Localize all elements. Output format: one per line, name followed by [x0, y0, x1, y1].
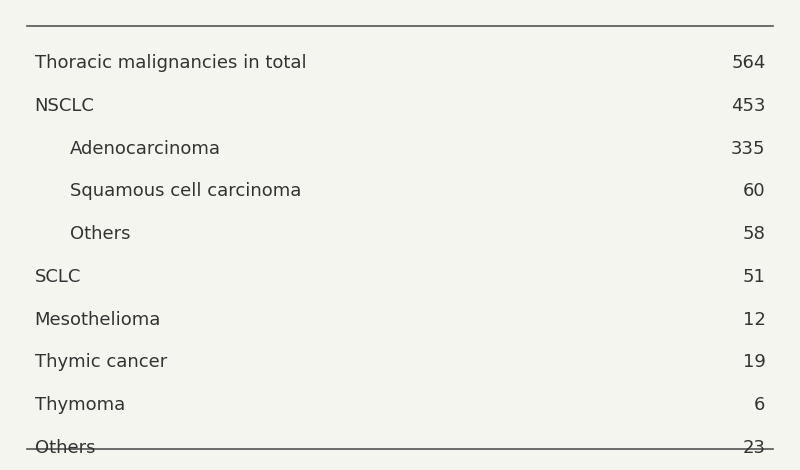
- Text: Thymic cancer: Thymic cancer: [34, 353, 167, 371]
- Text: 60: 60: [743, 182, 766, 200]
- Text: Others: Others: [34, 439, 95, 457]
- Text: 51: 51: [742, 268, 766, 286]
- Text: 12: 12: [742, 311, 766, 329]
- Text: Thoracic malignancies in total: Thoracic malignancies in total: [34, 54, 306, 72]
- Text: 335: 335: [731, 140, 766, 157]
- Text: 19: 19: [742, 353, 766, 371]
- Text: 23: 23: [742, 439, 766, 457]
- Text: Others: Others: [70, 225, 131, 243]
- Text: 58: 58: [742, 225, 766, 243]
- Text: Mesothelioma: Mesothelioma: [34, 311, 161, 329]
- Text: NSCLC: NSCLC: [34, 97, 94, 115]
- Text: Adenocarcinoma: Adenocarcinoma: [70, 140, 222, 157]
- Text: SCLC: SCLC: [34, 268, 81, 286]
- Text: 6: 6: [754, 396, 766, 414]
- Text: Squamous cell carcinoma: Squamous cell carcinoma: [70, 182, 302, 200]
- Text: 564: 564: [731, 54, 766, 72]
- Text: Thymoma: Thymoma: [34, 396, 125, 414]
- Text: 453: 453: [731, 97, 766, 115]
